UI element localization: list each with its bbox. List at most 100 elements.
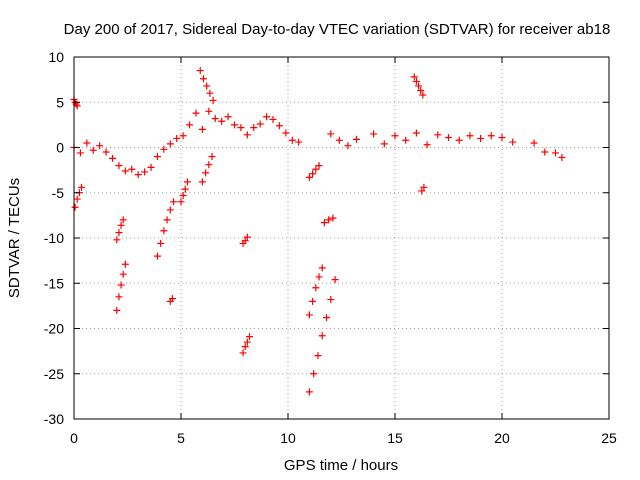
data-point bbox=[256, 120, 264, 128]
data-point bbox=[327, 130, 335, 138]
data-point bbox=[288, 136, 296, 144]
data-point bbox=[335, 136, 343, 144]
data-point bbox=[323, 314, 331, 322]
data-point bbox=[295, 138, 303, 146]
data-point bbox=[198, 125, 206, 133]
data-point bbox=[315, 273, 323, 281]
data-point bbox=[331, 276, 339, 284]
data-point bbox=[153, 153, 161, 161]
x-axis-label: GPS time / hours bbox=[284, 457, 398, 474]
data-point bbox=[109, 154, 117, 162]
data-point bbox=[305, 311, 313, 319]
data-point bbox=[218, 117, 226, 125]
data-point bbox=[412, 129, 420, 137]
data-point bbox=[241, 237, 249, 245]
series-arc-early-neg bbox=[71, 183, 85, 211]
data-point bbox=[312, 284, 320, 292]
series-arc-4.5h bbox=[166, 295, 176, 305]
data-point bbox=[245, 333, 253, 341]
data-point bbox=[487, 132, 495, 140]
data-point bbox=[203, 82, 211, 90]
data-point bbox=[177, 198, 185, 206]
data-point bbox=[179, 191, 187, 199]
data-point bbox=[263, 113, 271, 121]
data-point bbox=[434, 131, 442, 139]
data-point bbox=[412, 77, 420, 85]
data-point bbox=[121, 167, 129, 175]
data-point bbox=[241, 343, 249, 351]
data-point bbox=[417, 86, 425, 94]
y-tick-label: -10 bbox=[44, 230, 64, 246]
data-point bbox=[77, 183, 85, 191]
data-point bbox=[115, 229, 123, 237]
data-point bbox=[309, 297, 317, 305]
series-arc-6h-top bbox=[196, 67, 217, 104]
data-point bbox=[327, 296, 335, 304]
y-tick-label: -25 bbox=[44, 366, 64, 382]
series-arc-2h-a bbox=[113, 216, 127, 244]
data-point bbox=[325, 216, 333, 224]
data-point bbox=[160, 145, 168, 153]
data-point bbox=[477, 134, 485, 142]
series-arc-16h-neg bbox=[418, 183, 428, 195]
data-point bbox=[352, 135, 360, 143]
x-tick-label: 15 bbox=[387, 430, 403, 446]
data-point bbox=[329, 214, 337, 222]
data-point bbox=[224, 113, 232, 121]
data-point bbox=[205, 161, 213, 169]
data-point bbox=[202, 169, 210, 177]
data-point bbox=[410, 73, 418, 81]
series-cluster-baseline-early bbox=[70, 132, 187, 179]
data-point bbox=[211, 115, 219, 123]
data-point bbox=[415, 82, 423, 90]
data-point bbox=[243, 233, 251, 241]
data-point bbox=[115, 162, 123, 170]
x-tick-label: 0 bbox=[70, 430, 78, 446]
data-point bbox=[208, 153, 216, 161]
data-point bbox=[314, 352, 322, 360]
data-point bbox=[309, 170, 317, 178]
data-point bbox=[318, 332, 326, 340]
x-tick-label: 20 bbox=[494, 430, 510, 446]
series-arc-11h-b bbox=[305, 264, 326, 319]
data-point bbox=[117, 221, 125, 229]
data-point bbox=[168, 295, 176, 303]
data-point bbox=[310, 370, 318, 378]
data-point bbox=[455, 136, 463, 144]
data-point bbox=[119, 270, 127, 278]
data-point bbox=[423, 141, 431, 149]
series-cluster-hump bbox=[186, 107, 303, 146]
data-point bbox=[269, 115, 277, 123]
data-point bbox=[89, 146, 97, 154]
y-tick-label: 10 bbox=[48, 49, 64, 65]
data-points bbox=[70, 67, 566, 396]
y-tick-label: 0 bbox=[56, 140, 64, 156]
x-tick-label: 5 bbox=[177, 430, 185, 446]
data-point bbox=[552, 149, 559, 157]
data-point bbox=[96, 142, 104, 150]
data-point bbox=[153, 252, 161, 260]
y-tick-label: -30 bbox=[44, 411, 64, 427]
y-tick-label: -20 bbox=[44, 321, 64, 337]
data-point bbox=[282, 129, 290, 137]
data-point bbox=[76, 149, 84, 157]
series-arc-6h-neg bbox=[198, 153, 216, 186]
data-point bbox=[419, 91, 427, 99]
series-arc-11.7h bbox=[320, 214, 337, 227]
data-point bbox=[205, 107, 213, 115]
data-point bbox=[239, 349, 247, 357]
data-point bbox=[128, 165, 136, 173]
data-point bbox=[113, 306, 121, 314]
data-point bbox=[380, 140, 388, 148]
data-point bbox=[192, 109, 200, 117]
data-point bbox=[318, 264, 326, 272]
data-point bbox=[173, 134, 181, 142]
data-point bbox=[402, 136, 410, 144]
data-point bbox=[198, 178, 206, 186]
data-point bbox=[157, 239, 165, 247]
data-point bbox=[141, 168, 149, 176]
data-point bbox=[466, 132, 474, 140]
data-point bbox=[134, 171, 142, 179]
